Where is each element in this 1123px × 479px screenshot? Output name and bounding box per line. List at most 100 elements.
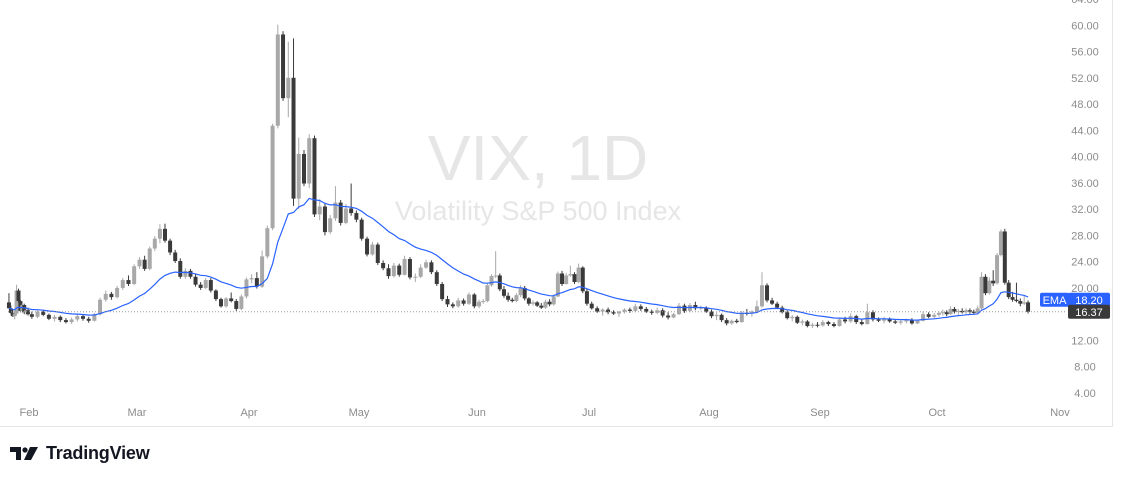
candle	[365, 236, 370, 257]
candle	[1018, 298, 1023, 307]
candle-body	[333, 202, 338, 219]
candle	[595, 306, 600, 313]
brand-name: TradingView	[46, 443, 150, 463]
candle-body	[644, 308, 649, 312]
candle-body	[510, 299, 515, 302]
candle	[35, 310, 40, 319]
y-tick-label: 64.00	[1071, 0, 1099, 6]
candle	[622, 308, 627, 314]
candle	[173, 249, 178, 263]
candle-body	[317, 206, 322, 215]
candle	[157, 224, 162, 244]
candle-body	[506, 295, 511, 300]
ema-value-badge	[1068, 292, 1110, 307]
candle-body	[921, 314, 926, 321]
candle-body	[564, 275, 569, 284]
candle-body	[58, 316, 63, 321]
candle-body	[964, 310, 969, 313]
candle-body	[461, 300, 466, 304]
candle-body	[481, 301, 486, 303]
candle	[260, 250, 265, 288]
candle-body	[704, 307, 709, 312]
candle	[92, 312, 97, 322]
x-tick-label: Mar	[128, 407, 147, 419]
candle-body	[975, 308, 980, 313]
candle	[693, 301, 698, 311]
candle	[960, 308, 965, 314]
candle-body	[837, 319, 842, 327]
candle-body	[328, 218, 333, 233]
candle-body	[501, 289, 506, 296]
candle-body	[137, 259, 142, 267]
candle	[472, 293, 477, 309]
candle-body	[555, 273, 560, 297]
candle	[103, 290, 108, 302]
candle	[126, 275, 131, 286]
candle	[724, 318, 729, 326]
chart-frame: VIX, 1D Volatility S&P 500 Index 4.00 8.0…	[0, 0, 1113, 427]
candle-body	[493, 275, 498, 277]
y-tick-label: 28.00	[1071, 230, 1099, 242]
candle-body	[296, 153, 301, 199]
candle-body	[785, 312, 790, 319]
candle-body	[63, 320, 68, 323]
candle-body	[365, 238, 370, 255]
candle-body	[893, 321, 898, 323]
candle-body	[800, 321, 805, 323]
y-tick-label: 24.00	[1071, 257, 1099, 269]
candle	[440, 282, 445, 302]
candle	[168, 238, 173, 256]
candle	[775, 301, 780, 309]
candle-body	[870, 312, 875, 320]
x-tick-label: Aug	[699, 407, 719, 419]
candle	[418, 264, 423, 279]
candle	[281, 31, 286, 101]
candle-body	[595, 308, 600, 312]
candle	[660, 308, 665, 318]
y-tick-label: 48.00	[1071, 99, 1099, 111]
candle-body	[638, 306, 643, 309]
candle	[589, 301, 594, 310]
ema-name-badge	[1040, 292, 1069, 307]
candle	[800, 319, 805, 326]
candle	[671, 312, 676, 319]
candle	[611, 310, 616, 315]
candle-body	[633, 306, 638, 311]
candle-body	[831, 324, 836, 327]
candle	[208, 278, 213, 293]
candle	[501, 285, 506, 298]
candle	[991, 270, 996, 286]
x-tick-label: May	[349, 407, 370, 419]
last-price-badge	[1068, 304, 1110, 319]
candle-body	[434, 272, 439, 284]
candle	[770, 297, 775, 306]
y-tick-label: 52.00	[1071, 73, 1099, 85]
candle	[203, 278, 208, 290]
candle	[381, 260, 386, 271]
candle	[359, 217, 364, 241]
candle-body	[666, 315, 671, 318]
brand[interactable]: TradingView	[10, 443, 150, 464]
candle	[964, 308, 969, 315]
candle-body	[178, 261, 183, 277]
candle	[424, 259, 429, 269]
candle	[234, 299, 239, 311]
candle	[434, 270, 439, 286]
candle-body	[739, 312, 744, 323]
candle	[739, 310, 744, 323]
candle-body	[1022, 302, 1027, 304]
candle-body	[386, 268, 391, 277]
candle-body	[445, 299, 450, 305]
candle-body	[391, 265, 396, 277]
candle	[302, 150, 306, 187]
candle	[785, 310, 790, 320]
candle-body	[312, 138, 317, 215]
x-tick-label: Jun	[468, 407, 486, 419]
candle	[909, 318, 914, 325]
candle-body	[815, 324, 820, 326]
candle	[1006, 280, 1011, 300]
candle-body	[576, 267, 581, 283]
candle-body	[1002, 231, 1007, 283]
candle-body	[291, 77, 296, 199]
